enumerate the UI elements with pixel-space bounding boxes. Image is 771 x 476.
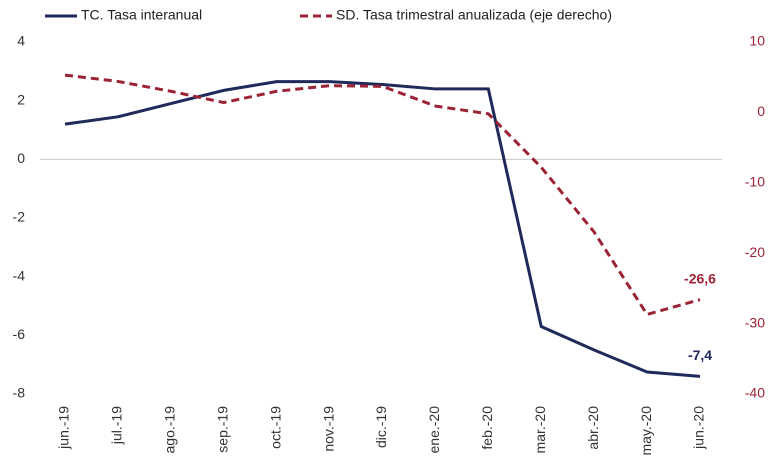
y2-tick-label: -20 [745, 244, 765, 260]
x-tick-label: ago.-19 [162, 406, 178, 454]
y2-tick-label: 10 [749, 33, 765, 49]
value-label: -26,6 [684, 270, 716, 286]
legend-label: TC. Tasa interanual [81, 7, 202, 23]
x-tick-label: sep.-19 [214, 406, 230, 453]
x-tick-label: ene.-20 [426, 406, 442, 454]
y-tick-label: -4 [13, 267, 26, 283]
x-tick-label: oct.-19 [267, 406, 283, 449]
x-tick-label: mar.-20 [532, 406, 548, 454]
x-tick-label: jul.-19 [109, 406, 125, 445]
x-tick-label: jun.-20 [691, 406, 707, 450]
y-tick-label: -8 [13, 385, 26, 401]
x-tick-label: jun.-19 [56, 406, 72, 450]
x-tick-label: may.-20 [638, 406, 654, 456]
x-tick-label: nov.-19 [320, 406, 336, 452]
y-tick-label: 4 [17, 33, 25, 49]
y2-tick-label: -30 [745, 314, 765, 330]
y2-tick-label: 0 [757, 103, 765, 119]
y-tick-label: -2 [13, 209, 26, 225]
value-label: -7,4 [688, 347, 712, 363]
y-tick-label: 2 [17, 91, 25, 107]
line-series [64, 73, 701, 317]
legend-label: SD. Tasa trimestral anualizada (eje dere… [336, 7, 612, 23]
x-tick-label: dic.-19 [373, 406, 389, 448]
y-tick-label: -6 [13, 326, 26, 342]
x-tick-label: abr.-20 [585, 406, 601, 450]
line-series [64, 80, 701, 378]
y-tick-label: 0 [17, 150, 25, 166]
x-tick-label: feb.-20 [479, 406, 495, 450]
y2-tick-label: -40 [745, 385, 765, 401]
y2-tick-label: -10 [745, 174, 765, 190]
